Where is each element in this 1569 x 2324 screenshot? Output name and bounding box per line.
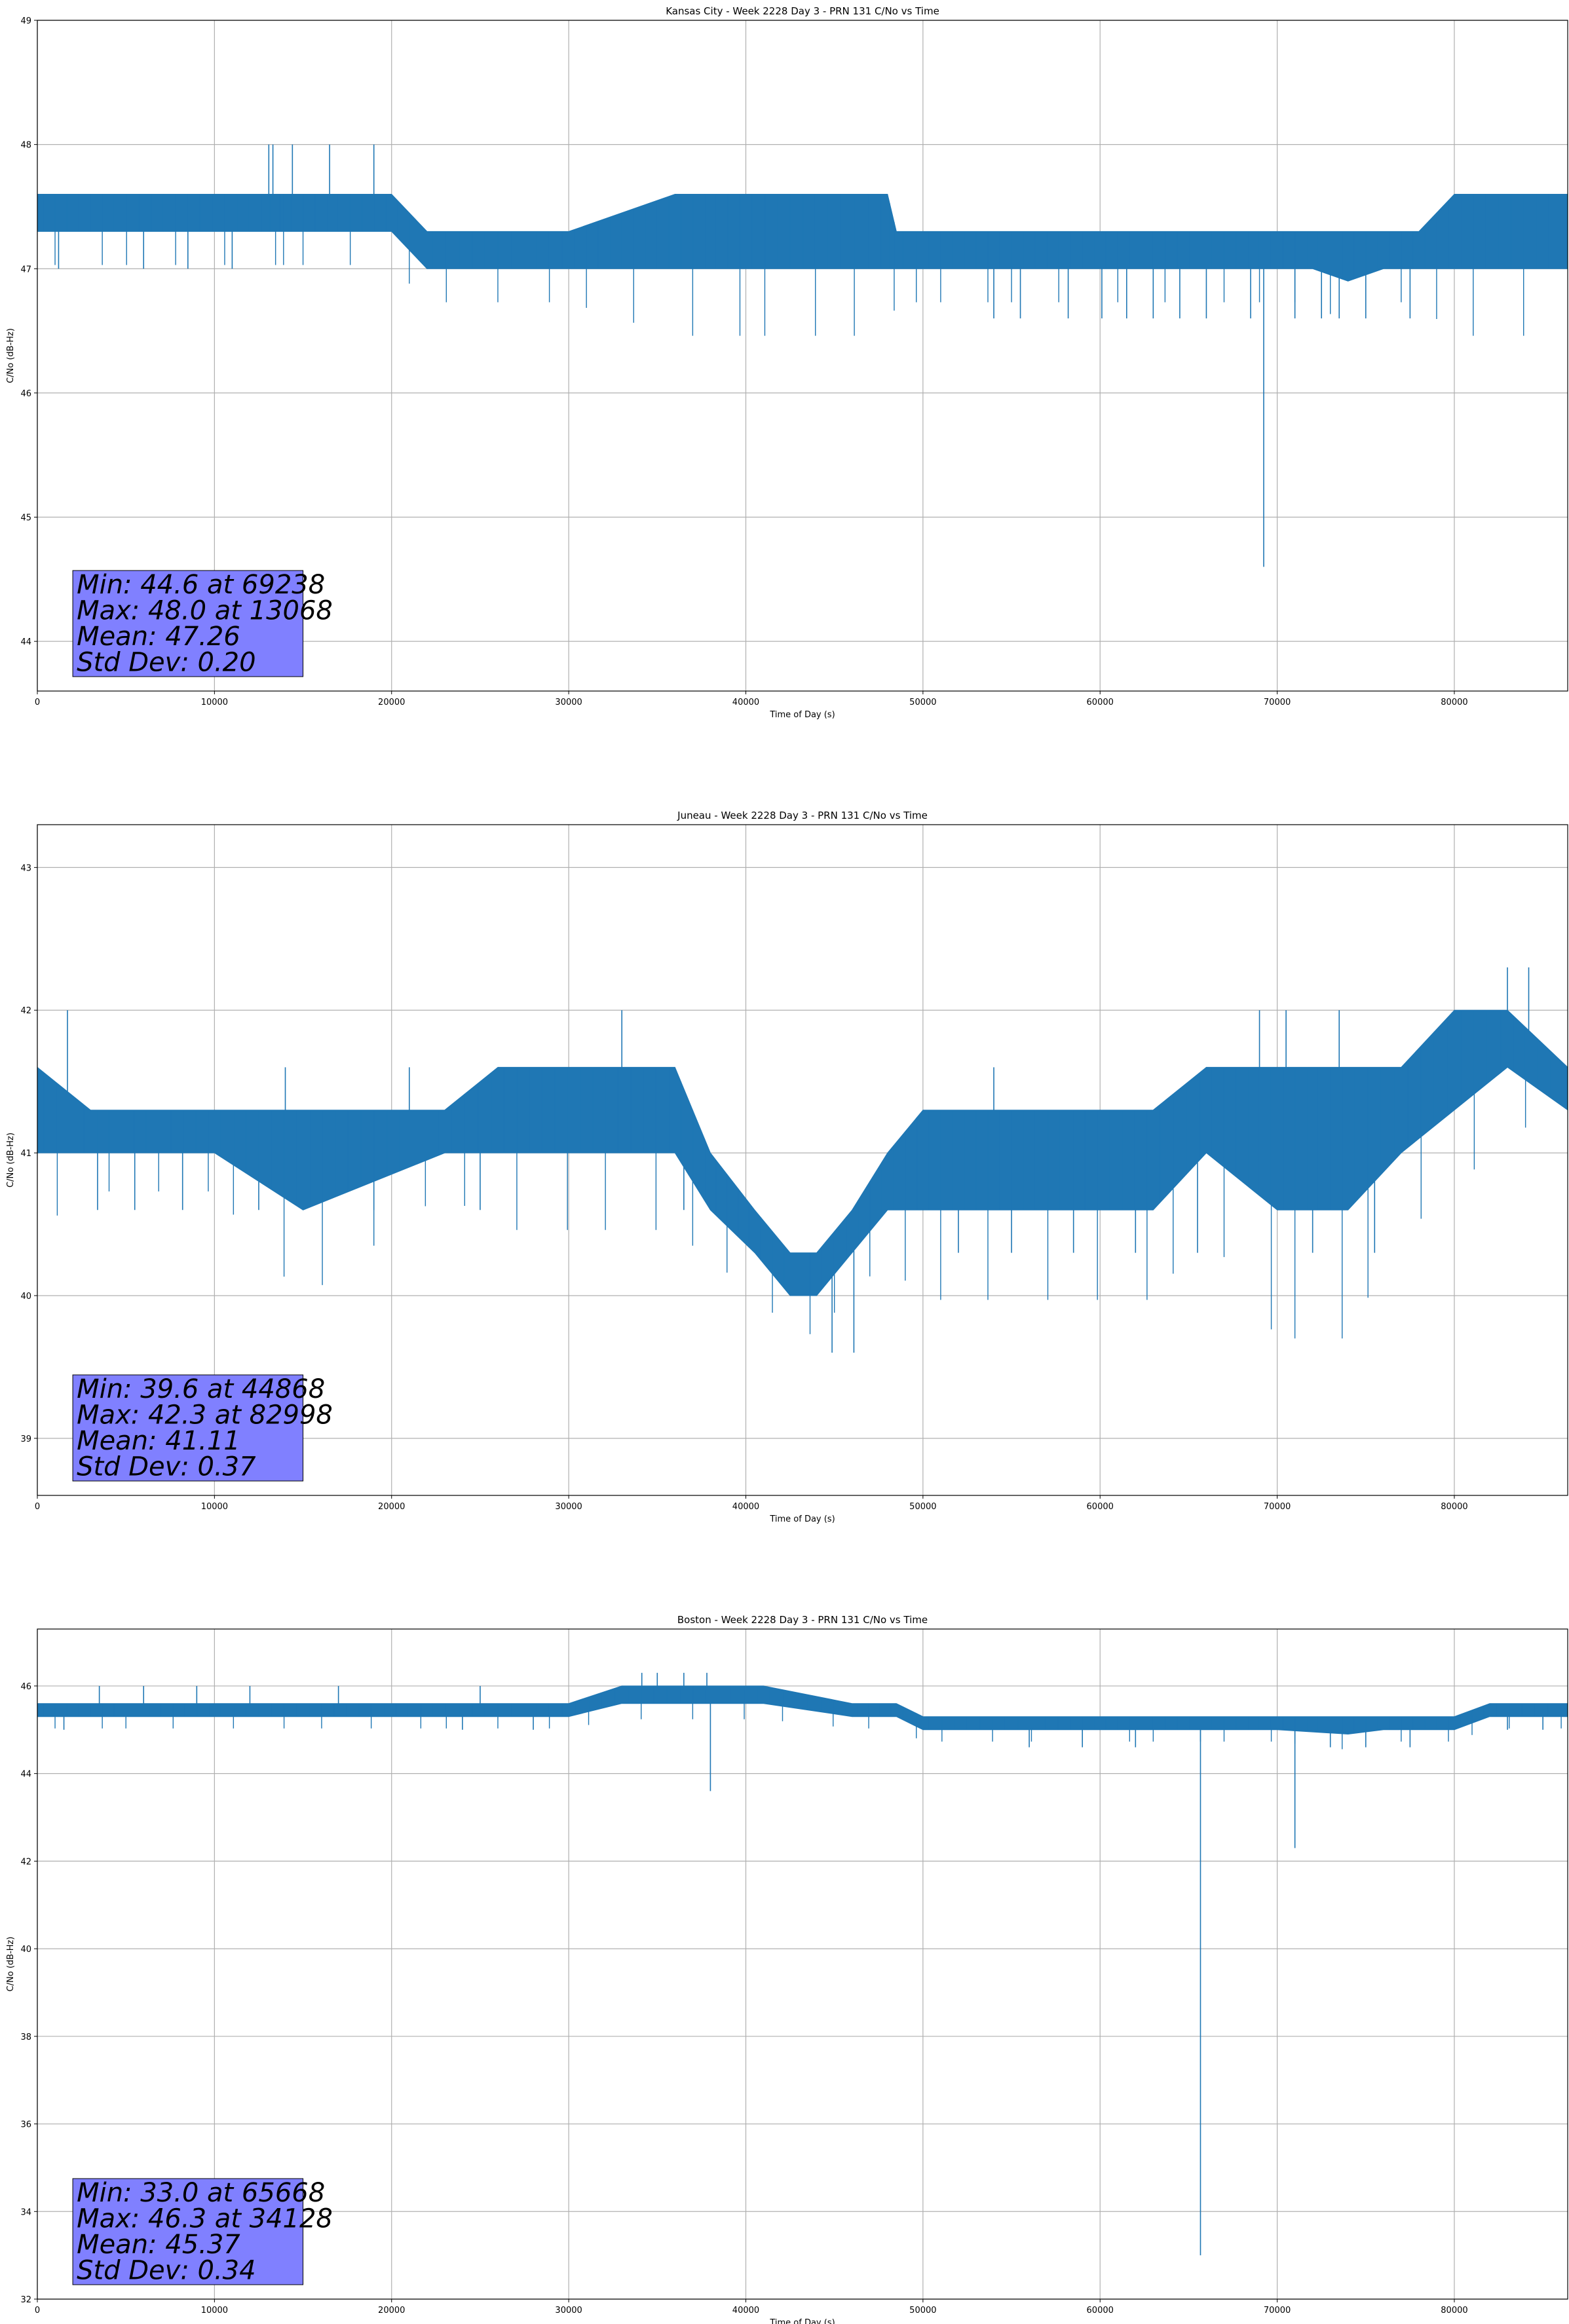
x-tick-label: 10000 bbox=[201, 2306, 228, 2315]
subplot-boston: Boston - Week 2228 Day 3 - PRN 131 C/No … bbox=[6, 1614, 1568, 2324]
plot-title: Kansas City - Week 2228 Day 3 - PRN 131 … bbox=[666, 5, 939, 17]
x-tick-label: 30000 bbox=[555, 2306, 582, 2315]
x-tick-label: 70000 bbox=[1264, 698, 1291, 707]
subplot-kansas-city: Kansas City - Week 2228 Day 3 - PRN 131 … bbox=[6, 5, 1568, 720]
y-axis-label: C/No (dB-Hz) bbox=[6, 1133, 16, 1188]
y-tick-label: 39 bbox=[20, 1434, 31, 1444]
plot-frame bbox=[37, 20, 1568, 692]
x-tick-label: 10000 bbox=[201, 698, 228, 707]
x-axis-label: Time of Day (s) bbox=[769, 1514, 835, 1524]
x-tick-label: 50000 bbox=[909, 698, 936, 707]
x-axis-label: Time of Day (s) bbox=[769, 2318, 835, 2324]
stats-mean: Mean: 47.26 bbox=[77, 622, 240, 652]
y-axis-label: C/No (dB-Hz) bbox=[6, 1937, 16, 1992]
stats-box-background bbox=[72, 2178, 304, 2285]
stats-std-dev: Std Dev: 0.34 bbox=[77, 2256, 256, 2286]
x-tick-label: 20000 bbox=[378, 698, 405, 707]
y-tick-label: 41 bbox=[20, 1149, 31, 1159]
stats-box: Min: 39.6 at 44868 Max: 42.3 at 82998 Me… bbox=[72, 1374, 333, 1482]
x-tick-label: 10000 bbox=[201, 1502, 228, 1512]
stats-std-dev: Std Dev: 0.20 bbox=[77, 648, 256, 678]
stats-box: Min: 33.0 at 65668 Max: 46.3 at 34128 Me… bbox=[72, 2178, 333, 2286]
y-tick-label: 40 bbox=[20, 1945, 31, 1955]
x-tick-label: 0 bbox=[35, 2306, 40, 2315]
x-axis-label: Time of Day (s) bbox=[769, 710, 835, 720]
y-tick-label: 34 bbox=[20, 2207, 31, 2217]
x-tick-label: 40000 bbox=[732, 1502, 759, 1512]
x-axis-ticks: 0 10000 20000 30000 40000 50000 60000 70000 8000… bbox=[35, 691, 1468, 707]
data-series bbox=[37, 967, 1568, 1353]
x-axis-ticks: 0 10000 20000 30000 40000 50000 60000 70000 8000… bbox=[35, 1495, 1468, 1512]
y-tick-label: 42 bbox=[20, 1857, 31, 1867]
stats-min: Min: 33.0 at 65668 bbox=[77, 2178, 325, 2208]
y-axis-label: C/No (dB-Hz) bbox=[6, 328, 16, 383]
stats-min: Min: 44.6 at 69238 bbox=[77, 570, 325, 600]
x-tick-label: 60000 bbox=[1087, 1502, 1114, 1512]
x-tick-label: 0 bbox=[35, 698, 40, 707]
x-tick-label: 60000 bbox=[1087, 698, 1114, 707]
y-tick-label: 45 bbox=[20, 514, 31, 523]
y-axis-ticks: 32 34 36 38 40 42 44 46 bbox=[20, 1682, 37, 2305]
x-tick-label: 50000 bbox=[909, 2306, 936, 2315]
plot-frame bbox=[37, 824, 1568, 1496]
stats-std-dev: Std Dev: 0.37 bbox=[77, 1452, 256, 1482]
y-tick-label: 32 bbox=[20, 2295, 31, 2305]
stats-max: Max: 48.0 at 13068 bbox=[77, 596, 333, 626]
x-tick-label: 80000 bbox=[1441, 1502, 1467, 1512]
y-tick-label: 47 bbox=[20, 265, 31, 274]
data-series bbox=[37, 1672, 1568, 2256]
x-tick-label: 40000 bbox=[732, 698, 759, 707]
stats-box-background bbox=[72, 1374, 304, 1482]
x-tick-label: 80000 bbox=[1441, 698, 1467, 707]
stats-box: Min: 44.6 at 69238 Max: 48.0 at 13068 Me… bbox=[72, 570, 333, 678]
plot-title: Boston - Week 2228 Day 3 - PRN 131 C/No … bbox=[677, 1614, 928, 1626]
y-tick-label: 38 bbox=[20, 2033, 31, 2042]
stats-max: Max: 42.3 at 82998 bbox=[77, 1400, 333, 1431]
x-axis-ticks: 0 10000 20000 30000 40000 50000 60000 70000 8000… bbox=[35, 2299, 1468, 2315]
x-tick-label: 60000 bbox=[1087, 2306, 1114, 2315]
plot-title: Juneau - Week 2228 Day 3 - PRN 131 C/No … bbox=[677, 810, 928, 821]
stats-mean: Mean: 45.37 bbox=[77, 2230, 240, 2260]
x-tick-label: 20000 bbox=[378, 2306, 405, 2315]
x-tick-label: 20000 bbox=[378, 1502, 405, 1512]
stats-max: Max: 46.3 at 34128 bbox=[77, 2204, 333, 2234]
y-tick-label: 44 bbox=[20, 637, 31, 647]
y-tick-label: 48 bbox=[20, 141, 31, 151]
x-tick-label: 40000 bbox=[732, 2306, 759, 2315]
stats-box-background bbox=[72, 570, 304, 677]
y-axis-ticks: 39 40 41 42 43 bbox=[20, 863, 37, 1444]
x-tick-label: 70000 bbox=[1264, 1502, 1291, 1512]
y-tick-label: 43 bbox=[20, 863, 31, 873]
subplot-juneau: Juneau - Week 2228 Day 3 - PRN 131 C/No … bbox=[6, 810, 1568, 1524]
x-tick-label: 30000 bbox=[555, 698, 582, 707]
stats-min: Min: 39.6 at 44868 bbox=[77, 1374, 325, 1404]
y-tick-label: 44 bbox=[20, 1770, 31, 1780]
y-tick-label: 46 bbox=[20, 1682, 31, 1692]
x-tick-label: 50000 bbox=[909, 1502, 936, 1512]
y-tick-label: 46 bbox=[20, 389, 31, 399]
y-tick-label: 42 bbox=[20, 1006, 31, 1016]
data-series bbox=[37, 144, 1568, 567]
plot-frame bbox=[37, 1628, 1568, 2300]
x-tick-label: 0 bbox=[35, 1502, 40, 1512]
stats-mean: Mean: 41.11 bbox=[77, 1426, 240, 1456]
y-tick-label: 36 bbox=[20, 2120, 31, 2130]
y-tick-label: 49 bbox=[20, 16, 31, 26]
x-tick-label: 30000 bbox=[555, 1502, 582, 1512]
y-axis-ticks: 44 45 46 47 48 49 bbox=[20, 16, 37, 647]
x-tick-label: 80000 bbox=[1441, 2306, 1467, 2315]
x-tick-label: 70000 bbox=[1264, 2306, 1291, 2315]
y-tick-label: 40 bbox=[20, 1292, 31, 1302]
